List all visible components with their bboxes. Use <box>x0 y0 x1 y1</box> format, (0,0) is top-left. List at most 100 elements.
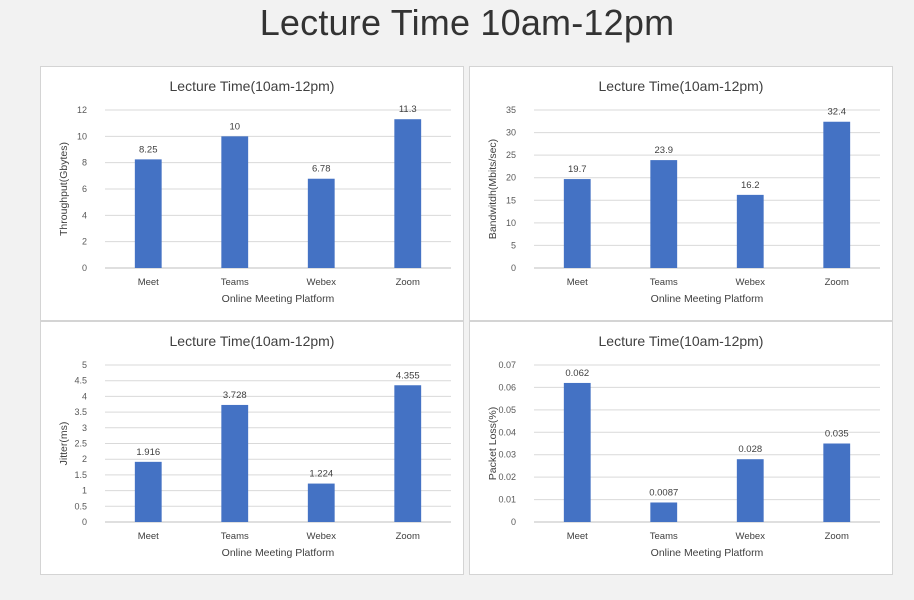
bar-zoom <box>823 443 851 522</box>
x-axis-label: Online Meeting Platform <box>651 293 764 305</box>
bar-zoom <box>394 119 422 268</box>
page-title: Lecture Time 10am-12pm <box>259 2 675 43</box>
x-tick-label: Meet <box>138 531 159 542</box>
y-tick-label: 0.03 <box>498 450 516 460</box>
y-tick-label: 6 <box>82 184 87 194</box>
x-tick-label: Meet <box>567 531 588 542</box>
y-tick-label: 15 <box>506 195 516 205</box>
y-tick-label: 0 <box>511 517 516 527</box>
data-label: 0.0087 <box>649 487 678 498</box>
data-label: 11.3 <box>399 104 417 115</box>
data-label: 1.224 <box>309 469 333 480</box>
x-tick-label: Webex <box>736 277 766 288</box>
data-label: 4.355 <box>396 370 420 381</box>
y-tick-label: 0.01 <box>498 495 516 505</box>
x-tick-label: Teams <box>221 531 249 542</box>
y-tick-label: 1 <box>82 486 87 496</box>
bar-zoom <box>823 121 851 268</box>
chart-panel-throughput: Lecture Time(10am-12pm) 0 2 4 6 8 10 12 8.25 Meet… <box>40 66 464 321</box>
data-label: 23.9 <box>655 145 674 156</box>
bar-teams <box>650 502 678 522</box>
chart-title: Lecture Time(10am-12pm) <box>170 333 335 349</box>
y-tick-label: 12 <box>77 105 87 115</box>
y-tick-label: 0 <box>82 517 87 527</box>
data-label: 1.916 <box>136 447 160 458</box>
bar-meet <box>563 382 591 522</box>
x-axis-label: Online Meeting Platform <box>651 547 764 559</box>
bar-teams <box>221 404 249 522</box>
x-tick-label: Zoom <box>396 277 420 288</box>
y-tick-label: 10 <box>506 218 516 228</box>
y-tick-label: 8 <box>82 158 87 168</box>
chart-panel-jitter: Lecture Time(10am-12pm) 0 0.5 1 1.5 2 2.5 3 3.5 4… <box>40 321 464 575</box>
y-tick-label: 2.5 <box>74 439 87 449</box>
y-tick-label: 25 <box>506 150 516 160</box>
data-label: 6.78 <box>312 164 331 175</box>
bandwidth-chart: Lecture Time(10am-12pm) 0 5 10 15 20 25 30 35 19.… <box>487 78 880 305</box>
x-tick-label: Teams <box>650 531 678 542</box>
y-tick-label: 5 <box>82 360 87 370</box>
x-tick-label: Zoom <box>396 531 420 542</box>
y-tick-label: 2 <box>82 454 87 464</box>
y-axis-label: Packet Loss(%) <box>487 407 499 481</box>
throughput-chart: Lecture Time(10am-12pm) 0 2 4 6 8 10 12 8.25 Meet… <box>58 78 451 305</box>
y-tick-label: 0.5 <box>74 501 87 511</box>
x-tick-label: Webex <box>307 277 337 288</box>
bar-zoom <box>394 385 422 522</box>
x-tick-label: Webex <box>736 531 766 542</box>
x-axis-label: Online Meeting Platform <box>222 293 335 305</box>
jitter-chart: Lecture Time(10am-12pm) 0 0.5 1 1.5 2 2.5 3 3.5 4… <box>58 333 451 559</box>
y-axis-label: Jitter(ms) <box>58 422 70 466</box>
y-axis-label: Bandwitdh(Mbits/sec) <box>487 139 499 239</box>
y-tick-label: 30 <box>506 128 516 138</box>
bar-webex <box>307 178 335 268</box>
data-label: 32.4 <box>828 107 847 118</box>
packet-loss-chart: Lecture Time(10am-12pm) 0 0.01 0.02 0.03 0.04… <box>487 333 880 559</box>
y-tick-label: 20 <box>506 173 516 183</box>
bar-webex <box>736 194 764 268</box>
y-tick-label: 0 <box>511 263 516 273</box>
bar-teams <box>221 136 249 268</box>
data-label: 0.035 <box>825 429 849 440</box>
x-tick-label: Meet <box>138 277 159 288</box>
y-tick-label: 10 <box>77 131 87 141</box>
chart-title: Lecture Time(10am-12pm) <box>599 78 764 94</box>
chart-panel-bandwidth: Lecture Time(10am-12pm) 0 5 10 15 20 25 30 35 19.… <box>469 66 893 321</box>
y-tick-label: 1.5 <box>74 470 87 480</box>
y-tick-label: 0.04 <box>498 427 516 437</box>
y-tick-label: 3.5 <box>74 407 87 417</box>
data-label: 3.728 <box>223 390 247 401</box>
data-label: 10 <box>229 121 240 132</box>
y-tick-label: 4.5 <box>74 376 87 386</box>
bar-meet <box>134 461 162 522</box>
data-label: 0.062 <box>565 368 589 379</box>
data-label: 0.028 <box>738 444 762 455</box>
x-tick-label: Teams <box>650 277 678 288</box>
y-tick-label: 0.07 <box>498 360 516 370</box>
y-tick-label: 0.05 <box>498 405 516 415</box>
x-tick-label: Meet <box>567 277 588 288</box>
data-label: 8.25 <box>139 144 158 155</box>
bar-webex <box>736 459 764 522</box>
y-tick-label: 0.06 <box>498 382 516 392</box>
y-tick-label: 35 <box>506 105 516 115</box>
data-label: 19.7 <box>568 164 587 175</box>
y-tick-label: 4 <box>82 391 87 401</box>
x-tick-label: Teams <box>221 277 249 288</box>
bar-meet <box>134 159 162 268</box>
y-tick-label: 2 <box>82 237 87 247</box>
y-axis-label: Throughput(Gbytes) <box>58 142 70 236</box>
y-tick-label: 5 <box>511 240 516 250</box>
y-tick-label: 0 <box>82 263 87 273</box>
chart-title: Lecture Time(10am-12pm) <box>170 78 335 94</box>
bar-webex <box>307 483 335 522</box>
y-tick-label: 0.02 <box>498 472 516 482</box>
x-tick-label: Zoom <box>825 277 849 288</box>
x-tick-label: Zoom <box>825 531 849 542</box>
bar-teams <box>650 160 678 268</box>
data-label: 16.2 <box>741 180 760 191</box>
bar-meet <box>563 179 591 268</box>
x-tick-label: Webex <box>307 531 337 542</box>
chart-title: Lecture Time(10am-12pm) <box>599 333 764 349</box>
y-tick-label: 4 <box>82 210 87 220</box>
